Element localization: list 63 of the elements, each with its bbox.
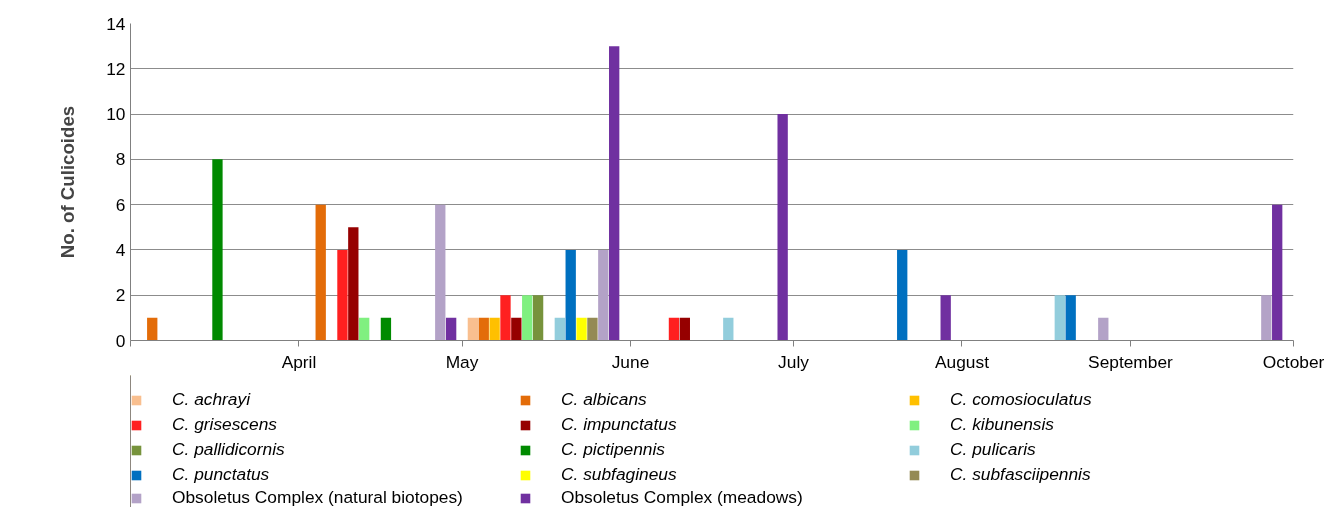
legend-label: C. grisescens bbox=[172, 414, 278, 435]
bar bbox=[1261, 295, 1272, 341]
bar bbox=[500, 295, 511, 341]
bar bbox=[587, 317, 598, 341]
legend-label: C. impunctatus bbox=[561, 414, 678, 435]
legend-label: Obsoletus Complex (natural biotopes) bbox=[172, 487, 464, 507]
bar bbox=[212, 159, 223, 341]
legend-label: C. pictipennis bbox=[561, 439, 667, 460]
y-tick-label: 0 bbox=[115, 330, 126, 351]
bar bbox=[348, 227, 359, 341]
y-tick-label: 2 bbox=[115, 285, 126, 306]
bar bbox=[478, 317, 489, 341]
legend-label: C. comosioculatus bbox=[950, 389, 1093, 410]
bar bbox=[532, 295, 544, 341]
legend-label: Obsoletus Complex (meadows) bbox=[561, 487, 804, 507]
x-tick-label: May bbox=[445, 351, 479, 372]
bar bbox=[554, 317, 565, 341]
bar bbox=[777, 114, 788, 341]
bar bbox=[435, 204, 446, 341]
legend-label: C. subfasciipennis bbox=[950, 464, 1092, 485]
legend-label: C. achrayi bbox=[172, 389, 252, 410]
bar bbox=[723, 317, 734, 341]
bar bbox=[576, 317, 587, 341]
legend-label: C. pallidicornis bbox=[172, 439, 286, 460]
y-tick-label: 6 bbox=[115, 194, 126, 215]
bar bbox=[1065, 295, 1076, 341]
y-tick-label: 8 bbox=[115, 149, 126, 170]
bar bbox=[445, 317, 457, 341]
y-tick-label: 4 bbox=[115, 239, 126, 260]
x-tick-label: October bbox=[1262, 351, 1325, 372]
bar bbox=[147, 317, 158, 341]
bar bbox=[522, 295, 533, 341]
bar bbox=[1054, 295, 1065, 341]
bar bbox=[668, 317, 680, 341]
bar bbox=[511, 317, 522, 341]
legend-label: C. pulicaris bbox=[950, 439, 1037, 460]
bar bbox=[609, 46, 620, 341]
bar bbox=[897, 249, 908, 341]
y-tick-label: 10 bbox=[106, 104, 126, 125]
x-tick-label: June bbox=[611, 351, 650, 372]
y-tick-label: 12 bbox=[106, 58, 126, 79]
bar bbox=[467, 317, 479, 341]
bar bbox=[1098, 317, 1109, 341]
x-tick-label: April bbox=[281, 351, 317, 372]
bar bbox=[489, 317, 500, 341]
x-tick-label: September bbox=[1088, 351, 1174, 372]
bar bbox=[337, 249, 348, 341]
legend-label: C. albicans bbox=[561, 389, 648, 410]
legend-label: C. kibunensis bbox=[950, 414, 1056, 435]
y-tick-label: 14 bbox=[106, 13, 126, 34]
legend-label: C. punctatus bbox=[172, 464, 271, 485]
x-tick-label: August bbox=[935, 351, 990, 372]
bar bbox=[565, 249, 576, 341]
bar bbox=[1272, 204, 1283, 341]
bar bbox=[679, 317, 690, 341]
bar bbox=[315, 204, 326, 341]
bar bbox=[359, 317, 370, 341]
bar bbox=[598, 249, 609, 341]
x-tick-label: July bbox=[778, 351, 810, 372]
bar bbox=[940, 295, 951, 341]
y-axis-title: No. of Culicoides bbox=[57, 105, 79, 259]
legend-label: C. subfagineus bbox=[561, 464, 678, 485]
bar bbox=[380, 317, 392, 341]
